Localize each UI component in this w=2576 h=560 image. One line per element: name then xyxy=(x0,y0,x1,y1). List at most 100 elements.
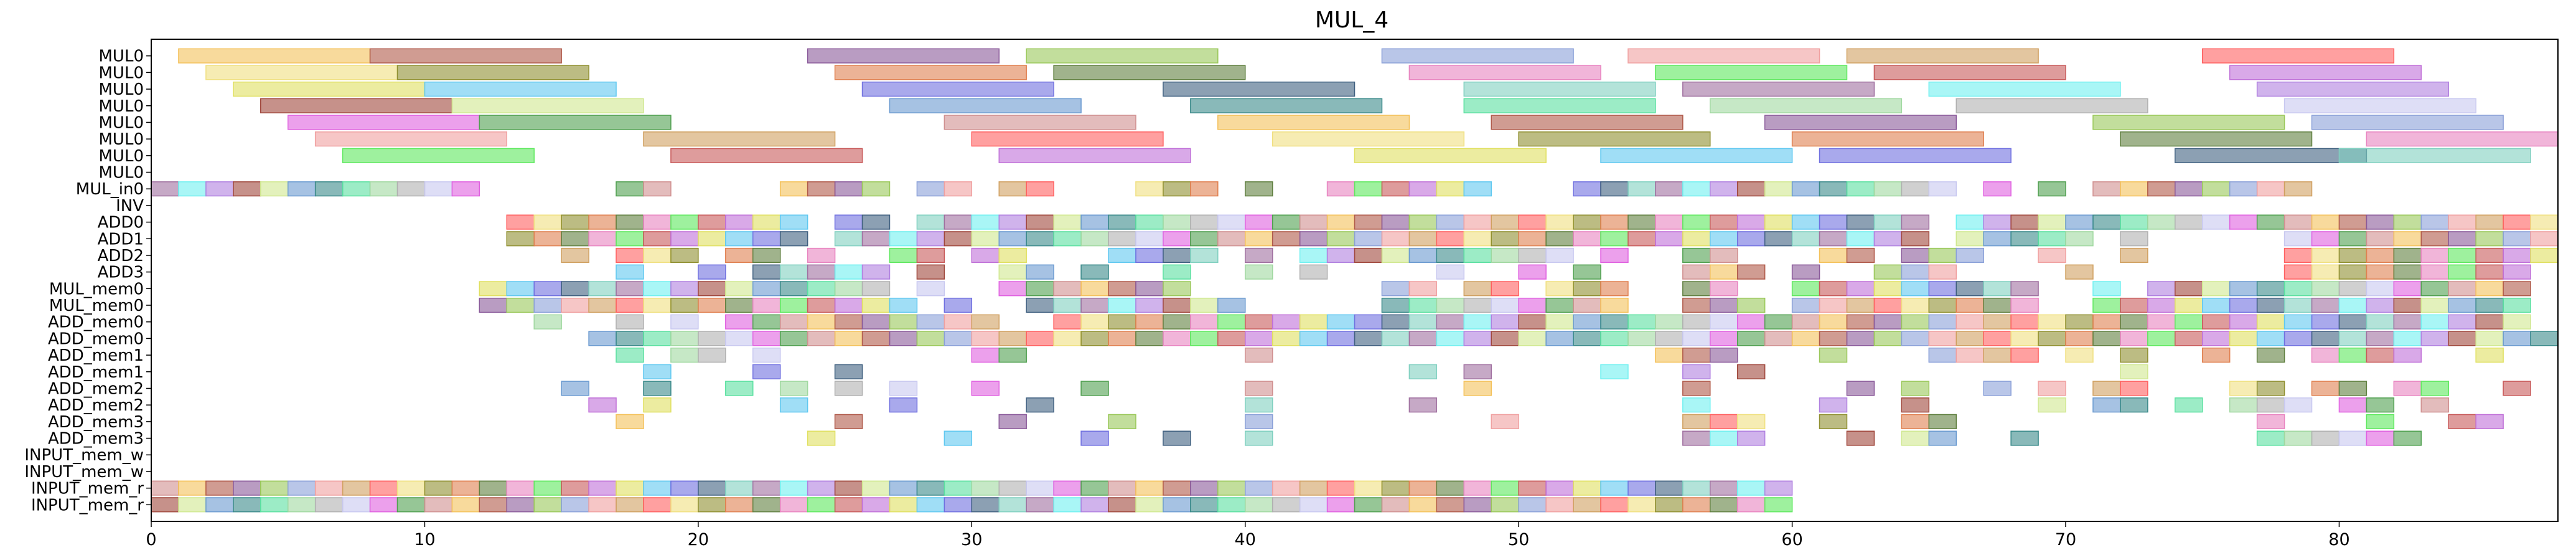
task-bar xyxy=(643,214,672,230)
task-bar xyxy=(1901,281,1930,297)
task-bar xyxy=(1682,430,1711,446)
task-bar xyxy=(1791,264,1820,280)
task-bar xyxy=(1272,214,1301,230)
task-bar xyxy=(998,480,1027,496)
task-bar-long xyxy=(2283,98,2476,113)
y-tick-label: ADD1 xyxy=(98,230,144,249)
task-bar xyxy=(2147,281,2176,297)
task-bar xyxy=(2393,247,2422,263)
task-bar xyxy=(1983,331,2012,346)
task-bar xyxy=(1955,247,1984,263)
task-bar-long xyxy=(1682,81,1875,97)
y-tick-label: MUL_mem0 xyxy=(49,280,144,298)
task-bar xyxy=(1710,348,1738,363)
task-bar xyxy=(2475,231,2504,247)
task-bar xyxy=(2366,264,2395,280)
task-bar xyxy=(2311,214,2340,230)
task-bar xyxy=(1408,231,1438,247)
task-bar xyxy=(424,497,453,513)
task-bar xyxy=(1873,297,1903,313)
task-bar xyxy=(1217,314,1246,330)
task-bar xyxy=(2366,430,2395,446)
task-bar xyxy=(2393,348,2422,363)
task-bar-long xyxy=(1600,148,1793,163)
task-bar xyxy=(1163,214,1191,230)
task-bar xyxy=(1846,331,1875,346)
task-bar xyxy=(2092,331,2121,346)
task-bar xyxy=(1463,497,1492,513)
task-bar xyxy=(2503,381,2531,396)
task-bar xyxy=(1135,214,1164,230)
task-bar-long xyxy=(178,48,371,64)
task-bar xyxy=(2393,331,2422,346)
task-bar xyxy=(834,381,863,396)
task-bar xyxy=(1272,331,1301,346)
task-bar xyxy=(2120,297,2148,313)
task-bar xyxy=(2092,314,2121,330)
task-bar xyxy=(1736,214,1766,230)
task-bar xyxy=(533,231,562,247)
task-bar xyxy=(260,480,289,496)
task-bar xyxy=(1628,181,1656,197)
task-bar xyxy=(1901,264,1930,280)
task-bar xyxy=(1846,281,1875,297)
task-bar xyxy=(561,381,589,396)
task-bar xyxy=(616,264,644,280)
task-bar xyxy=(1846,181,1875,197)
task-bar xyxy=(1791,281,1820,297)
task-bar xyxy=(1163,281,1191,297)
task-bar xyxy=(1764,181,1793,197)
task-bar xyxy=(1326,331,1356,346)
task-bar xyxy=(1628,497,1656,513)
task-bar xyxy=(2338,381,2368,396)
task-bar xyxy=(342,181,371,197)
task-bar xyxy=(2201,181,2231,197)
task-bar xyxy=(1573,314,1601,330)
task-bar xyxy=(1600,314,1629,330)
task-bar xyxy=(1108,214,1136,230)
task-bar xyxy=(1080,314,1109,330)
task-bar xyxy=(588,497,617,513)
task-bar xyxy=(1791,314,1820,330)
task-bar xyxy=(1682,181,1711,197)
task-bar xyxy=(561,247,589,263)
task-bar xyxy=(588,231,617,247)
task-bar xyxy=(2366,231,2395,247)
task-bar xyxy=(2503,231,2531,247)
task-bar xyxy=(1545,331,1574,346)
task-bar xyxy=(1053,214,1082,230)
task-bar xyxy=(670,297,699,313)
task-bar xyxy=(1819,397,1848,413)
task-bar xyxy=(1573,214,1601,230)
task-bar xyxy=(725,281,754,297)
task-bar xyxy=(861,314,891,330)
task-bar xyxy=(2175,397,2203,413)
y-tick-label: ADD2 xyxy=(98,247,144,265)
task-bar xyxy=(1381,314,1410,330)
task-bar xyxy=(807,314,836,330)
task-bar xyxy=(752,480,781,496)
task-bar-long xyxy=(1491,115,1684,130)
y-axis-ticks: MUL0MUL0MUL0MUL0MUL0MUL0MUL0MUL0MUL_in0I… xyxy=(24,47,151,515)
task-bar xyxy=(752,264,781,280)
task-bar xyxy=(2338,297,2368,313)
task-bar xyxy=(2530,214,2559,230)
task-bar xyxy=(998,264,1027,280)
task-bar xyxy=(2338,331,2368,346)
y-tick-label: INPUT_mem_r xyxy=(31,496,144,515)
task-bar xyxy=(287,497,316,513)
task-bar xyxy=(670,331,699,346)
task-bar-long xyxy=(396,65,589,80)
task-bar xyxy=(1600,181,1629,197)
task-bar xyxy=(1135,297,1164,313)
task-bar xyxy=(1026,297,1054,313)
task-bar xyxy=(971,214,1000,230)
task-bar xyxy=(2366,348,2395,363)
task-bar xyxy=(506,281,535,297)
task-bar xyxy=(1326,247,1356,263)
task-bar xyxy=(1163,231,1191,247)
task-bar xyxy=(2120,181,2148,197)
task-bar xyxy=(2475,214,2504,230)
task-bar xyxy=(1710,430,1738,446)
task-bar xyxy=(643,181,672,197)
